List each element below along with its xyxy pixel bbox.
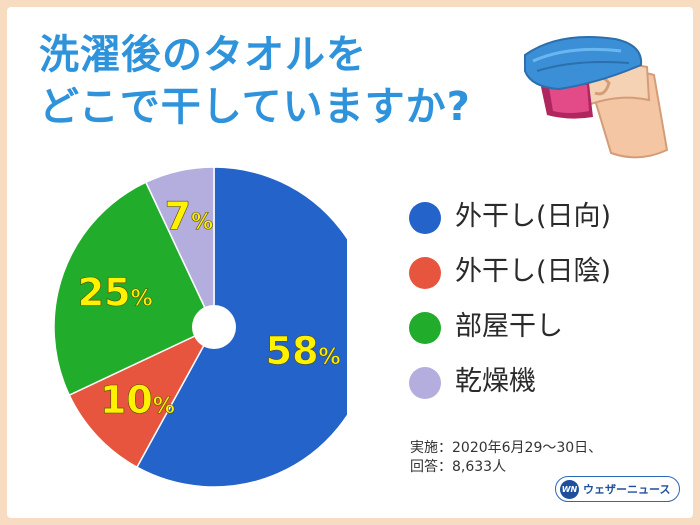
slice-value-label: 7% bbox=[165, 194, 214, 238]
title-line-2: どこで干していますか? bbox=[39, 84, 471, 130]
pie-slice bbox=[135, 166, 347, 487]
legend-label: 乾燥機 bbox=[455, 366, 536, 397]
pie-slice bbox=[53, 181, 215, 397]
survey-note: 実施：2020年6月29～30日、 回答：8,633人 bbox=[410, 439, 602, 477]
title-line-1: 洗濯後のタオルを bbox=[39, 32, 367, 78]
chart-title: 洗濯後のタオルを どこで干していますか? bbox=[39, 29, 471, 133]
slice-value-label: 10% bbox=[100, 378, 175, 422]
legend-swatch bbox=[409, 257, 441, 289]
weathernews-logo: WN ウェザーニュース bbox=[555, 476, 681, 502]
logo-mark: WN bbox=[560, 479, 579, 499]
pie-chart: 58% 10% 25% 7% bbox=[53, 166, 347, 487]
legend-label: 外干し(日陰) bbox=[455, 256, 612, 287]
survey-respondents: 回答：8,633人 bbox=[410, 459, 507, 475]
slice-value-label: 58% bbox=[266, 329, 341, 373]
infographic-card: 洗濯後のタオルを どこで干していますか? 58% 10% 25% 7% 外干し(日向)… bbox=[7, 7, 693, 518]
legend-label: 部屋干し bbox=[455, 311, 563, 342]
towel-illustration bbox=[524, 36, 669, 159]
logo-text: ウェザーニュース bbox=[583, 483, 671, 496]
legend-swatch bbox=[409, 202, 441, 234]
pie-slice bbox=[68, 325, 216, 469]
donut-hole bbox=[192, 305, 236, 349]
pie-slice bbox=[144, 166, 215, 328]
legend-swatch bbox=[409, 312, 441, 344]
legend-swatch bbox=[409, 367, 441, 399]
survey-date: 実施：2020年6月29～30日、 bbox=[410, 440, 603, 456]
slice-value-label: 25% bbox=[78, 270, 153, 314]
legend-label: 外干し(日向) bbox=[455, 201, 612, 232]
